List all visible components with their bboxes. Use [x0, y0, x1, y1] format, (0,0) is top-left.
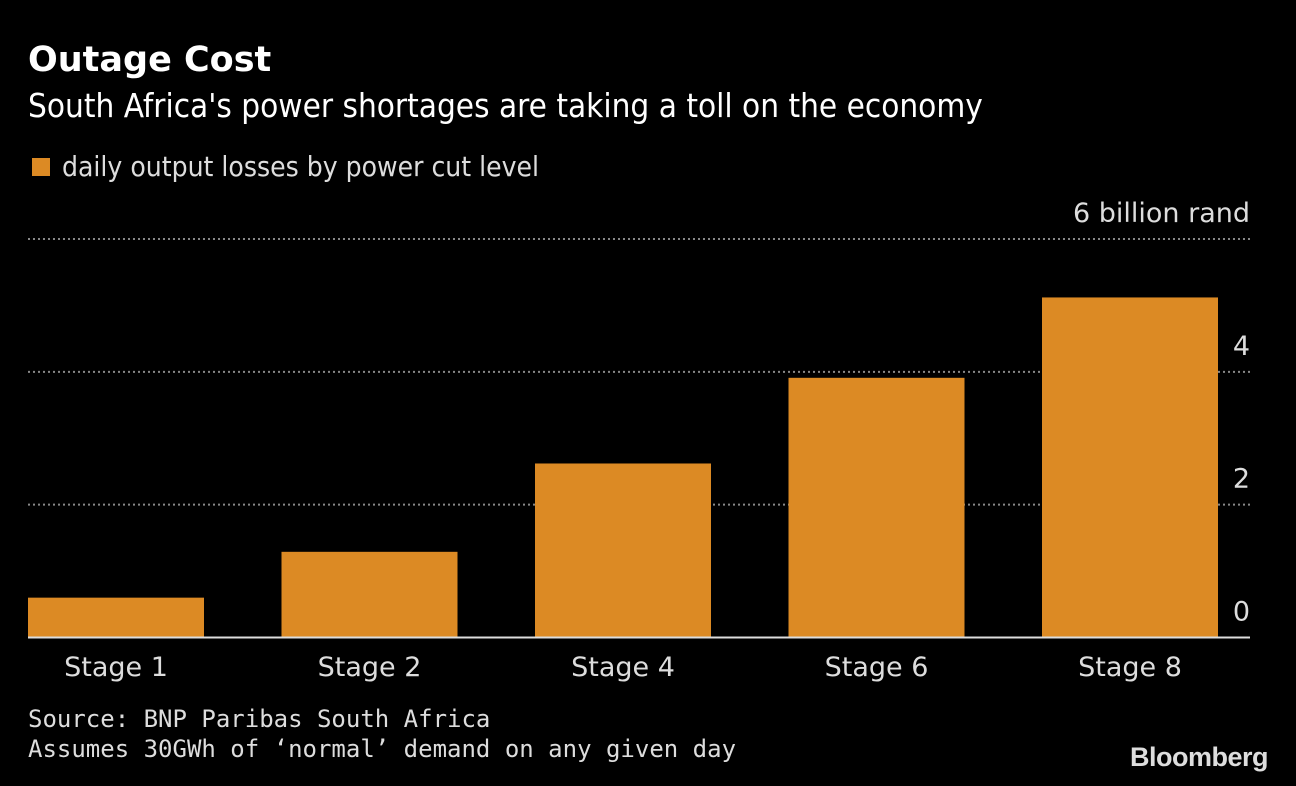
bar	[788, 377, 965, 638]
y-tick-label: 4	[1233, 331, 1250, 362]
legend-swatch	[32, 157, 50, 176]
legend-label: daily output losses by power cut level	[62, 150, 540, 183]
assumption-note: Assumes 30GWh of ‘normal’ demand on any …	[28, 735, 737, 763]
bar	[28, 597, 204, 638]
bar	[535, 463, 711, 638]
y-tick-label: 0	[1233, 597, 1250, 628]
y-tick-label: 6 billion rand	[1073, 198, 1250, 229]
x-tick-label: Stage 2	[318, 652, 422, 683]
x-tick-label: Stage 4	[571, 652, 675, 683]
chart-title: Outage Cost	[28, 40, 272, 80]
legend: daily output losses by power cut level	[32, 150, 539, 183]
source-note: Source: BNP Paribas South Africa	[28, 705, 491, 733]
y-tick-label: 2	[1233, 464, 1250, 495]
x-tick-label: Stage 1	[64, 652, 168, 683]
bar	[281, 551, 458, 638]
x-tick-label: Stage 6	[825, 652, 929, 683]
bar	[1042, 297, 1218, 638]
x-tick-label: Stage 8	[1078, 652, 1182, 683]
chart-subtitle: South Africa's power shortages are takin…	[28, 86, 983, 125]
bloomberg-logo: Bloomberg	[1129, 742, 1269, 772]
